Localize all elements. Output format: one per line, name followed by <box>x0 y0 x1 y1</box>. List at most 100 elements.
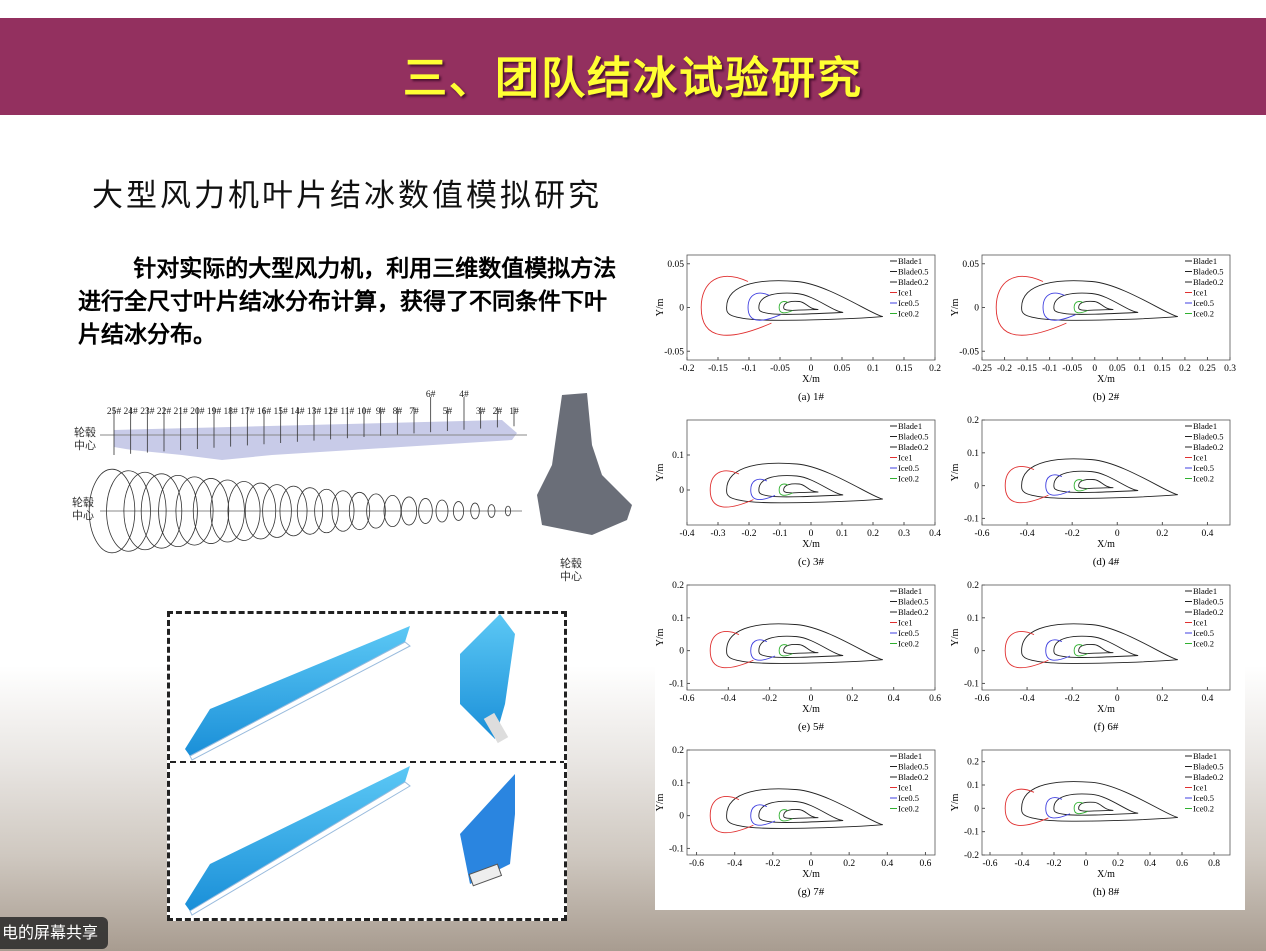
section-label: 25# <box>107 407 122 417</box>
ice-0.2-curve <box>1073 479 1088 492</box>
x-tick-label: 0.4 <box>888 694 900 704</box>
airfoil-section <box>279 485 308 537</box>
legend-label: Ice0.2 <box>898 474 919 484</box>
x-tick-label: 0.6 <box>1176 859 1188 869</box>
screen-share-badge[interactable]: 电的屏幕共享 <box>0 917 108 949</box>
x-tick-label: 0 <box>809 694 814 704</box>
y-tick-label: 0.2 <box>967 758 979 768</box>
legend-label: Blade0.5 <box>898 597 928 607</box>
ice-0.5-curve <box>1042 292 1076 321</box>
x-tick-label: -0.2 <box>1065 529 1080 539</box>
y-tick-label: 0.05 <box>962 260 979 270</box>
y-tick-label: 0 <box>679 486 684 496</box>
x-tick-label: 0.6 <box>920 859 932 869</box>
x-tick-label: 0.8 <box>1208 859 1220 869</box>
airfoil-section <box>418 498 433 524</box>
x-tick-label: 0.25 <box>1199 364 1216 374</box>
section-label: 19# <box>207 407 222 417</box>
y-tick-label: 0.1 <box>967 449 979 459</box>
section-label: 11# <box>340 407 354 417</box>
chart-caption: (d) 4# <box>1093 556 1120 568</box>
airfoil-section <box>400 496 418 526</box>
hub-label: 轮毂中心 <box>72 496 94 522</box>
legend-label: Ice0.2 <box>898 309 919 319</box>
x-tick-label: 0.1 <box>1134 364 1146 374</box>
x-tick-label: -0.1 <box>772 529 787 539</box>
y-tick-label: 0.2 <box>967 416 979 426</box>
plot-frame <box>981 584 1231 691</box>
ice-0.2-curve <box>1073 301 1088 314</box>
legend-label: Blade1 <box>1193 751 1217 761</box>
blade-0.2-curve <box>783 644 819 655</box>
blade-0.5-curve <box>758 292 844 315</box>
section-label: 4# <box>459 390 469 400</box>
x-tick-label: -0.2 <box>762 694 777 704</box>
legend-label: Ice0.5 <box>898 793 919 803</box>
legend-label: Ice1 <box>898 618 913 628</box>
y-tick-label: 0 <box>974 804 979 814</box>
blade-root-3d <box>537 393 632 535</box>
airfoil-section <box>227 481 261 541</box>
ice-0.2-curve <box>778 644 793 657</box>
ice-1-curve <box>709 796 754 834</box>
y-tick-label: -0.1 <box>669 679 684 689</box>
x-axis-label: X/m <box>1097 539 1115 550</box>
legend-label: Ice0.2 <box>1193 309 1214 319</box>
chart-caption: (f) 6# <box>1094 721 1119 733</box>
legend-label: Ice0.5 <box>1193 628 1214 638</box>
x-tick-label: -0.2 <box>1065 694 1080 704</box>
legend-label: Ice0.5 <box>898 298 919 308</box>
x-tick-label: 0.2 <box>843 859 855 869</box>
ice-profile-charts: -0.2 -0.15 -0.1 -0.05 0 0.05 0.1 0.15 0.2 -0.05 0 0… <box>655 250 1245 910</box>
x-axis-label: X/m <box>802 704 820 715</box>
legend-label: Blade0.2 <box>898 277 928 287</box>
x-tick-label: -0.2 <box>741 529 756 539</box>
legend-label: Ice0.5 <box>1193 463 1214 473</box>
blade-1-curve <box>726 462 883 504</box>
legend-label: Blade0.5 <box>1193 597 1223 607</box>
section-label: 1# <box>509 407 519 417</box>
x-tick-label: 0 <box>1084 859 1089 869</box>
section-label: 3# <box>476 407 486 417</box>
legend-label: Ice0.2 <box>1193 474 1214 484</box>
legend-label: Blade0.2 <box>898 607 928 617</box>
blade-0.5-curve <box>1053 292 1139 315</box>
legend-label: Blade0.2 <box>1193 772 1223 782</box>
airfoil-section <box>158 474 198 548</box>
chart-caption: (c) 3# <box>798 556 824 568</box>
x-tick-label: 0.2 <box>1112 859 1124 869</box>
x-tick-label: -0.15 <box>708 364 728 374</box>
ice-profile-chart: -0.6 -0.4 -0.2 0 0.2 0.4 0.6 -0.1 0 0.1 0.2 X/m Y/m (… <box>655 580 947 745</box>
x-tick-label: -0.2 <box>1046 859 1061 869</box>
section-label: 14# <box>290 407 305 417</box>
y-tick-label: 0 <box>679 304 684 314</box>
x-axis-label: X/m <box>1097 704 1115 715</box>
legend-label: Ice0.5 <box>1193 793 1214 803</box>
legend-label: Blade0.5 <box>1193 267 1223 277</box>
plot-frame <box>981 419 1231 526</box>
legend-label: Ice0.5 <box>898 628 919 638</box>
hub-label: 轮毂中心 <box>560 557 582 583</box>
y-axis-label: Y/m <box>655 463 666 481</box>
ice-0.5-curve <box>750 478 776 500</box>
x-tick-label: -0.4 <box>721 694 736 704</box>
legend-label: Blade0.2 <box>1193 607 1223 617</box>
airfoil-section <box>314 488 339 534</box>
legend-label: Ice1 <box>898 288 913 298</box>
blade-1-curve <box>1021 280 1178 321</box>
x-tick-label: 0.2 <box>846 694 858 704</box>
y-tick-label: 0 <box>974 647 979 657</box>
blade-0.2-curve <box>783 483 819 494</box>
blade-section-diagram: 25# 24# 23# 22# 21# 20# 19# 18# 17# 16# 15# 14# 13# 1… <box>72 385 632 585</box>
chart-caption: (e) 5# <box>798 721 824 733</box>
section-label: 6# <box>426 390 436 400</box>
chart-caption: (h) 8# <box>1093 886 1120 898</box>
x-tick-label: 0.6 <box>929 694 941 704</box>
x-tick-label: 0.15 <box>1154 364 1171 374</box>
blade-1-curve <box>1021 458 1178 499</box>
y-tick-label: 0.2 <box>672 746 684 756</box>
y-tick-label: 0 <box>679 647 684 657</box>
ice-profile-chart: -0.6 -0.4 -0.2 0 0.2 0.4 0.6 0.8 -0.2 -0.1 0 0.1 0.2… <box>950 745 1242 910</box>
section-label: 12# <box>324 407 339 417</box>
ice-0.5-curve <box>1045 797 1071 819</box>
